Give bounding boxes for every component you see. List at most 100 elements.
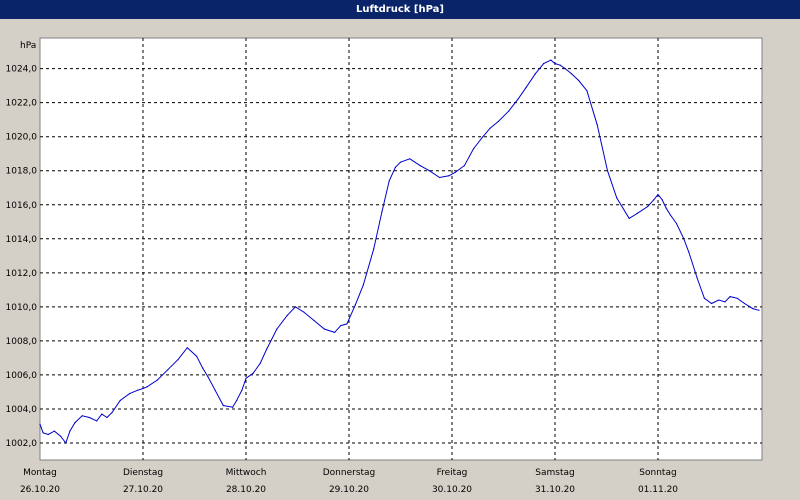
data-point bbox=[340, 324, 342, 327]
data-point bbox=[106, 416, 108, 419]
data-point bbox=[111, 411, 113, 413]
data-point bbox=[497, 120, 499, 122]
data-point bbox=[354, 304, 356, 306]
x-tick-date: 26.10.20 bbox=[20, 485, 60, 495]
y-tick-label: 1002,0 bbox=[6, 439, 38, 449]
y-tick-label: 1014,0 bbox=[6, 235, 38, 245]
data-point bbox=[657, 193, 659, 196]
data-point bbox=[628, 217, 630, 219]
data-point bbox=[517, 98, 519, 100]
data-point bbox=[252, 372, 254, 374]
data-point bbox=[47, 433, 49, 436]
data-point bbox=[60, 435, 62, 437]
data-point bbox=[703, 297, 705, 299]
x-tick-day: Samstag bbox=[535, 468, 574, 478]
x-tick-day: Montag bbox=[23, 468, 57, 478]
data-point bbox=[346, 323, 348, 325]
data-point bbox=[202, 367, 204, 369]
data-point bbox=[399, 161, 402, 163]
data-point bbox=[186, 347, 188, 349]
pressure-series-line bbox=[39, 59, 760, 445]
data-point bbox=[454, 171, 456, 174]
data-point bbox=[39, 423, 41, 425]
data-point bbox=[69, 430, 71, 432]
data-point bbox=[259, 362, 262, 364]
data-point bbox=[232, 406, 234, 408]
data-point bbox=[129, 393, 131, 395]
data-point bbox=[101, 413, 103, 415]
data-point bbox=[752, 307, 754, 310]
data-point bbox=[388, 180, 390, 182]
data-point bbox=[53, 430, 56, 432]
data-point bbox=[489, 127, 491, 129]
data-point bbox=[439, 176, 441, 179]
y-tick-labels: 1002,0 1004,0 1006,0 1008,0 1010,0 1012,0 1014… bbox=[6, 65, 38, 449]
x-tick-date: 28.10.20 bbox=[226, 485, 266, 495]
data-point bbox=[710, 302, 713, 305]
data-point bbox=[578, 79, 580, 82]
data-point bbox=[65, 442, 67, 444]
data-point bbox=[661, 199, 663, 201]
data-point bbox=[463, 165, 465, 167]
data-point bbox=[146, 386, 148, 388]
data-point bbox=[333, 331, 336, 333]
data-point bbox=[381, 210, 383, 213]
data-point bbox=[373, 248, 375, 250]
x-tick-day: Dienstag bbox=[123, 468, 163, 478]
data-point bbox=[675, 222, 678, 225]
y-axis-label: hPa bbox=[20, 41, 36, 51]
x-tick-day: Donnerstag bbox=[323, 468, 376, 478]
data-point bbox=[207, 376, 209, 378]
data-point bbox=[653, 199, 655, 201]
data-point bbox=[276, 328, 278, 330]
data-point bbox=[508, 110, 510, 112]
data-point bbox=[559, 64, 561, 66]
data-point bbox=[729, 296, 731, 298]
y-tick-label: 1006,0 bbox=[6, 371, 38, 381]
x-tick-labels: Montag 26.10.20 Dienstag 27.10.20 Mittwoch 28… bbox=[20, 468, 678, 495]
data-point bbox=[294, 306, 297, 308]
data-point bbox=[241, 389, 243, 391]
data-point bbox=[683, 238, 685, 240]
y-tick-label: 1022,0 bbox=[6, 99, 38, 109]
data-point bbox=[303, 311, 305, 313]
data-point bbox=[137, 389, 139, 391]
data-point bbox=[214, 389, 216, 391]
x-tick-day: Mittwoch bbox=[226, 468, 267, 478]
data-point bbox=[286, 314, 288, 316]
data-point bbox=[245, 377, 247, 379]
x-tick-date: 29.10.20 bbox=[329, 485, 369, 495]
data-point bbox=[647, 205, 649, 208]
data-point bbox=[665, 207, 667, 209]
series-points bbox=[39, 59, 760, 444]
y-tick-label: 1010,0 bbox=[6, 303, 38, 313]
data-point bbox=[222, 404, 224, 407]
data-point bbox=[119, 399, 121, 402]
data-point bbox=[636, 212, 639, 214]
data-point bbox=[419, 165, 421, 167]
data-point bbox=[564, 68, 566, 70]
y-tick-label: 1008,0 bbox=[6, 337, 38, 347]
data-point bbox=[266, 348, 268, 350]
data-point bbox=[448, 175, 450, 177]
data-point bbox=[525, 86, 527, 88]
y-tick-label: 1016,0 bbox=[6, 201, 38, 211]
data-point bbox=[724, 301, 726, 303]
data-point bbox=[736, 297, 738, 299]
data-point bbox=[81, 415, 83, 417]
data-point bbox=[74, 421, 76, 424]
x-tick-date: 01.11.20 bbox=[638, 485, 678, 495]
x-tick-day: Sonntag bbox=[639, 468, 676, 478]
data-point bbox=[88, 416, 91, 419]
data-point bbox=[534, 73, 537, 75]
y-tick-label: 1020,0 bbox=[6, 133, 38, 143]
data-point bbox=[177, 359, 179, 361]
x-tick-date: 31.10.20 bbox=[535, 485, 575, 495]
y-tick-label: 1018,0 bbox=[6, 167, 38, 177]
data-point bbox=[42, 432, 44, 434]
data-point bbox=[96, 420, 98, 422]
data-point bbox=[616, 197, 618, 199]
y-tick-label: 1004,0 bbox=[6, 405, 38, 415]
data-point bbox=[313, 319, 315, 322]
